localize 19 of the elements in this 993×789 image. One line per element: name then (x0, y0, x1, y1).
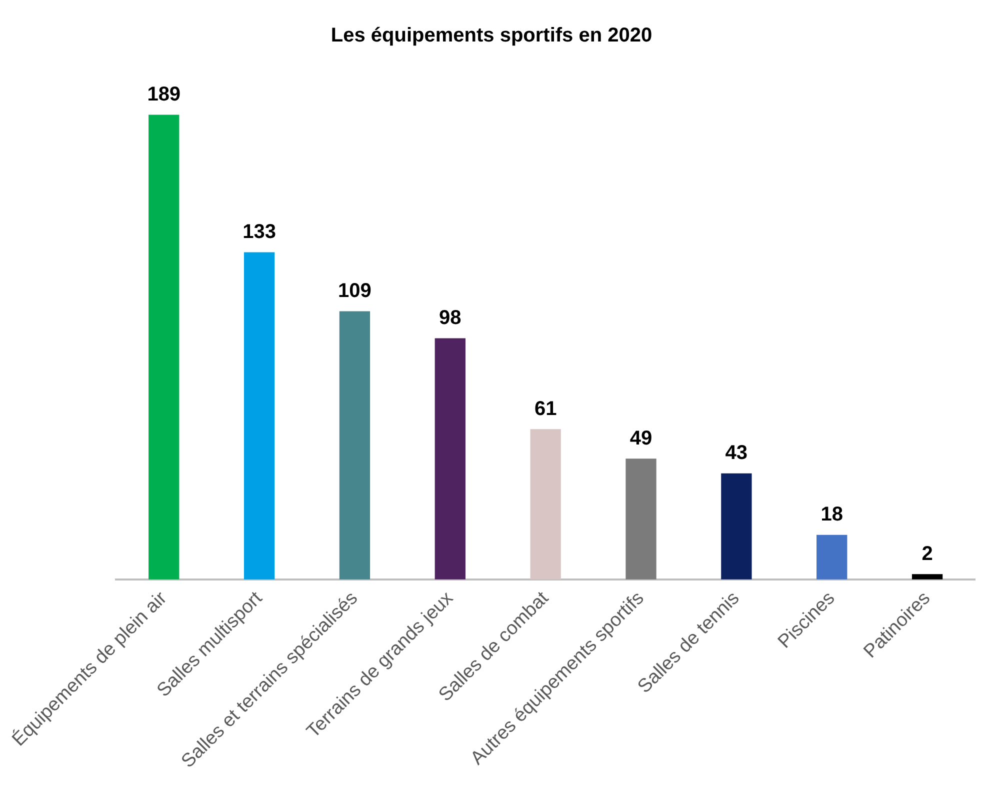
bar (339, 311, 370, 580)
data-label: 49 (630, 428, 652, 450)
chart-title: Les équipements sportifs en 2020 (330, 24, 652, 47)
data-label: 43 (725, 442, 748, 464)
bar (530, 429, 561, 580)
data-label: 18 (820, 504, 843, 526)
bar (244, 252, 275, 580)
bar (148, 114, 180, 580)
bar (434, 338, 466, 580)
bar (721, 473, 752, 580)
data-label: 189 (147, 84, 181, 106)
data-label: 61 (534, 398, 557, 420)
data-label: 109 (338, 280, 372, 302)
data-label: 98 (439, 307, 462, 330)
bar (816, 534, 848, 580)
data-label: 2 (922, 542, 933, 565)
bar (912, 574, 943, 580)
data-label: 133 (242, 221, 276, 244)
bar (626, 458, 656, 580)
